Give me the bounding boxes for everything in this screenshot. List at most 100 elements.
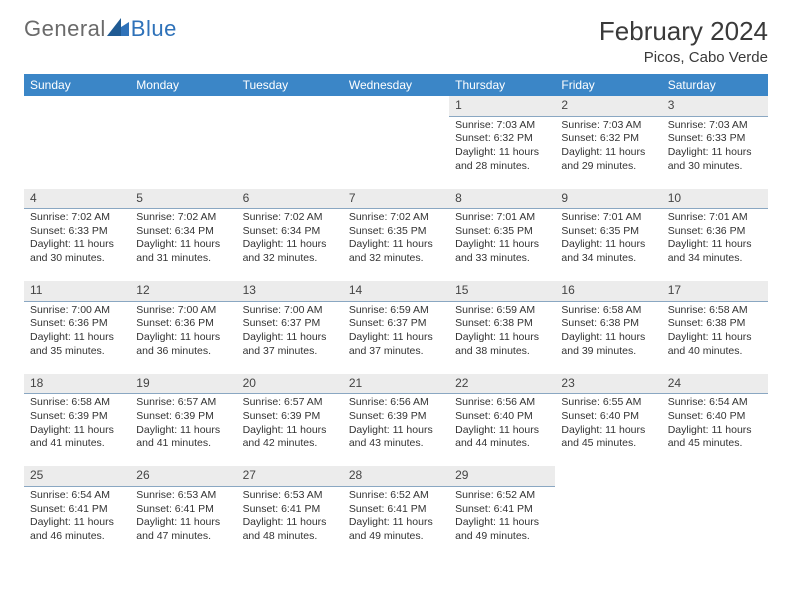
day-number-row: 18192021222324 (24, 374, 768, 394)
daylight-line: Daylight: 11 hours and 36 minutes. (136, 331, 230, 358)
sunrise-line: Sunrise: 6:56 AM (455, 396, 549, 410)
day-number-cell: 3 (662, 96, 768, 116)
day-number-cell (555, 466, 661, 486)
sunrise-line: Sunrise: 7:00 AM (243, 304, 337, 318)
sunrise-line: Sunrise: 6:58 AM (561, 304, 655, 318)
weekday-header: Wednesday (343, 74, 449, 96)
day-info-cell: Sunrise: 6:59 AMSunset: 6:37 PMDaylight:… (343, 301, 449, 374)
sunrise-line: Sunrise: 6:57 AM (243, 396, 337, 410)
sunset-line: Sunset: 6:39 PM (30, 410, 124, 424)
day-info-row: Sunrise: 7:03 AMSunset: 6:32 PMDaylight:… (24, 116, 768, 189)
day-number-cell: 29 (449, 466, 555, 486)
daylight-line: Daylight: 11 hours and 41 minutes. (30, 424, 124, 451)
day-info-row: Sunrise: 6:58 AMSunset: 6:39 PMDaylight:… (24, 394, 768, 467)
sunrise-line: Sunrise: 7:02 AM (136, 211, 230, 225)
day-number-row: 123 (24, 96, 768, 116)
day-number-cell: 8 (449, 189, 555, 209)
sunset-line: Sunset: 6:41 PM (455, 503, 549, 517)
sunset-line: Sunset: 6:39 PM (349, 410, 443, 424)
sunset-line: Sunset: 6:32 PM (455, 132, 549, 146)
daylight-line: Daylight: 11 hours and 28 minutes. (455, 146, 549, 173)
sunrise-line: Sunrise: 6:58 AM (668, 304, 762, 318)
sunset-line: Sunset: 6:36 PM (30, 317, 124, 331)
day-info-cell: Sunrise: 6:55 AMSunset: 6:40 PMDaylight:… (555, 394, 661, 467)
sunset-line: Sunset: 6:38 PM (455, 317, 549, 331)
brand-triangle-icon (107, 16, 129, 42)
weekday-header: Friday (555, 74, 661, 96)
daylight-line: Daylight: 11 hours and 49 minutes. (349, 516, 443, 543)
sunset-line: Sunset: 6:33 PM (668, 132, 762, 146)
sunrise-line: Sunrise: 7:03 AM (668, 119, 762, 133)
day-number-cell: 23 (555, 374, 661, 394)
daylight-line: Daylight: 11 hours and 34 minutes. (668, 238, 762, 265)
daylight-line: Daylight: 11 hours and 46 minutes. (30, 516, 124, 543)
day-number-cell: 21 (343, 374, 449, 394)
day-info-row: Sunrise: 6:54 AMSunset: 6:41 PMDaylight:… (24, 486, 768, 559)
weekday-header: Saturday (662, 74, 768, 96)
day-number-cell (343, 96, 449, 116)
day-info-cell: Sunrise: 6:56 AMSunset: 6:39 PMDaylight:… (343, 394, 449, 467)
sunset-line: Sunset: 6:41 PM (243, 503, 337, 517)
day-info-cell: Sunrise: 6:57 AMSunset: 6:39 PMDaylight:… (237, 394, 343, 467)
sunrise-line: Sunrise: 6:53 AM (243, 489, 337, 503)
day-info-cell: Sunrise: 7:00 AMSunset: 6:37 PMDaylight:… (237, 301, 343, 374)
day-info-cell: Sunrise: 7:00 AMSunset: 6:36 PMDaylight:… (130, 301, 236, 374)
sunrise-line: Sunrise: 7:01 AM (561, 211, 655, 225)
daylight-line: Daylight: 11 hours and 47 minutes. (136, 516, 230, 543)
sunset-line: Sunset: 6:41 PM (30, 503, 124, 517)
sunset-line: Sunset: 6:36 PM (668, 225, 762, 239)
day-info-cell: Sunrise: 6:58 AMSunset: 6:38 PMDaylight:… (662, 301, 768, 374)
sunset-line: Sunset: 6:38 PM (561, 317, 655, 331)
sunrise-line: Sunrise: 6:55 AM (561, 396, 655, 410)
day-number-cell: 24 (662, 374, 768, 394)
weekday-header: Tuesday (237, 74, 343, 96)
daylight-line: Daylight: 11 hours and 45 minutes. (561, 424, 655, 451)
day-info-cell: Sunrise: 7:03 AMSunset: 6:32 PMDaylight:… (555, 116, 661, 189)
daylight-line: Daylight: 11 hours and 39 minutes. (561, 331, 655, 358)
day-number-row: 2526272829 (24, 466, 768, 486)
day-number-cell: 9 (555, 189, 661, 209)
day-number-cell (237, 96, 343, 116)
sunrise-line: Sunrise: 7:02 AM (243, 211, 337, 225)
sunrise-line: Sunrise: 6:59 AM (455, 304, 549, 318)
day-info-cell: Sunrise: 7:01 AMSunset: 6:35 PMDaylight:… (555, 209, 661, 282)
daylight-line: Daylight: 11 hours and 40 minutes. (668, 331, 762, 358)
sunrise-line: Sunrise: 6:53 AM (136, 489, 230, 503)
day-number-cell: 12 (130, 281, 236, 301)
day-number-cell: 7 (343, 189, 449, 209)
sunset-line: Sunset: 6:38 PM (668, 317, 762, 331)
day-number-row: 45678910 (24, 189, 768, 209)
daylight-line: Daylight: 11 hours and 32 minutes. (349, 238, 443, 265)
daylight-line: Daylight: 11 hours and 48 minutes. (243, 516, 337, 543)
daylight-line: Daylight: 11 hours and 41 minutes. (136, 424, 230, 451)
day-info-cell: Sunrise: 7:02 AMSunset: 6:35 PMDaylight:… (343, 209, 449, 282)
sunset-line: Sunset: 6:32 PM (561, 132, 655, 146)
daylight-line: Daylight: 11 hours and 32 minutes. (243, 238, 337, 265)
sunset-line: Sunset: 6:40 PM (561, 410, 655, 424)
day-info-cell: Sunrise: 6:53 AMSunset: 6:41 PMDaylight:… (237, 486, 343, 559)
day-number-cell: 11 (24, 281, 130, 301)
day-info-row: Sunrise: 7:00 AMSunset: 6:36 PMDaylight:… (24, 301, 768, 374)
day-info-cell: Sunrise: 7:03 AMSunset: 6:33 PMDaylight:… (662, 116, 768, 189)
daylight-line: Daylight: 11 hours and 29 minutes. (561, 146, 655, 173)
sunset-line: Sunset: 6:39 PM (136, 410, 230, 424)
day-number-cell: 28 (343, 466, 449, 486)
day-number-row: 11121314151617 (24, 281, 768, 301)
sunset-line: Sunset: 6:36 PM (136, 317, 230, 331)
day-info-cell (24, 116, 130, 189)
sunset-line: Sunset: 6:34 PM (243, 225, 337, 239)
sunset-line: Sunset: 6:35 PM (349, 225, 443, 239)
day-info-cell (237, 116, 343, 189)
weekday-header: Thursday (449, 74, 555, 96)
day-info-cell (555, 486, 661, 559)
day-number-cell: 2 (555, 96, 661, 116)
daylight-line: Daylight: 11 hours and 31 minutes. (136, 238, 230, 265)
day-number-cell: 25 (24, 466, 130, 486)
daylight-line: Daylight: 11 hours and 45 minutes. (668, 424, 762, 451)
day-info-cell: Sunrise: 6:58 AMSunset: 6:39 PMDaylight:… (24, 394, 130, 467)
day-number-cell: 17 (662, 281, 768, 301)
sunrise-line: Sunrise: 7:03 AM (561, 119, 655, 133)
day-info-cell: Sunrise: 7:00 AMSunset: 6:36 PMDaylight:… (24, 301, 130, 374)
daylight-line: Daylight: 11 hours and 33 minutes. (455, 238, 549, 265)
day-info-cell: Sunrise: 6:58 AMSunset: 6:38 PMDaylight:… (555, 301, 661, 374)
